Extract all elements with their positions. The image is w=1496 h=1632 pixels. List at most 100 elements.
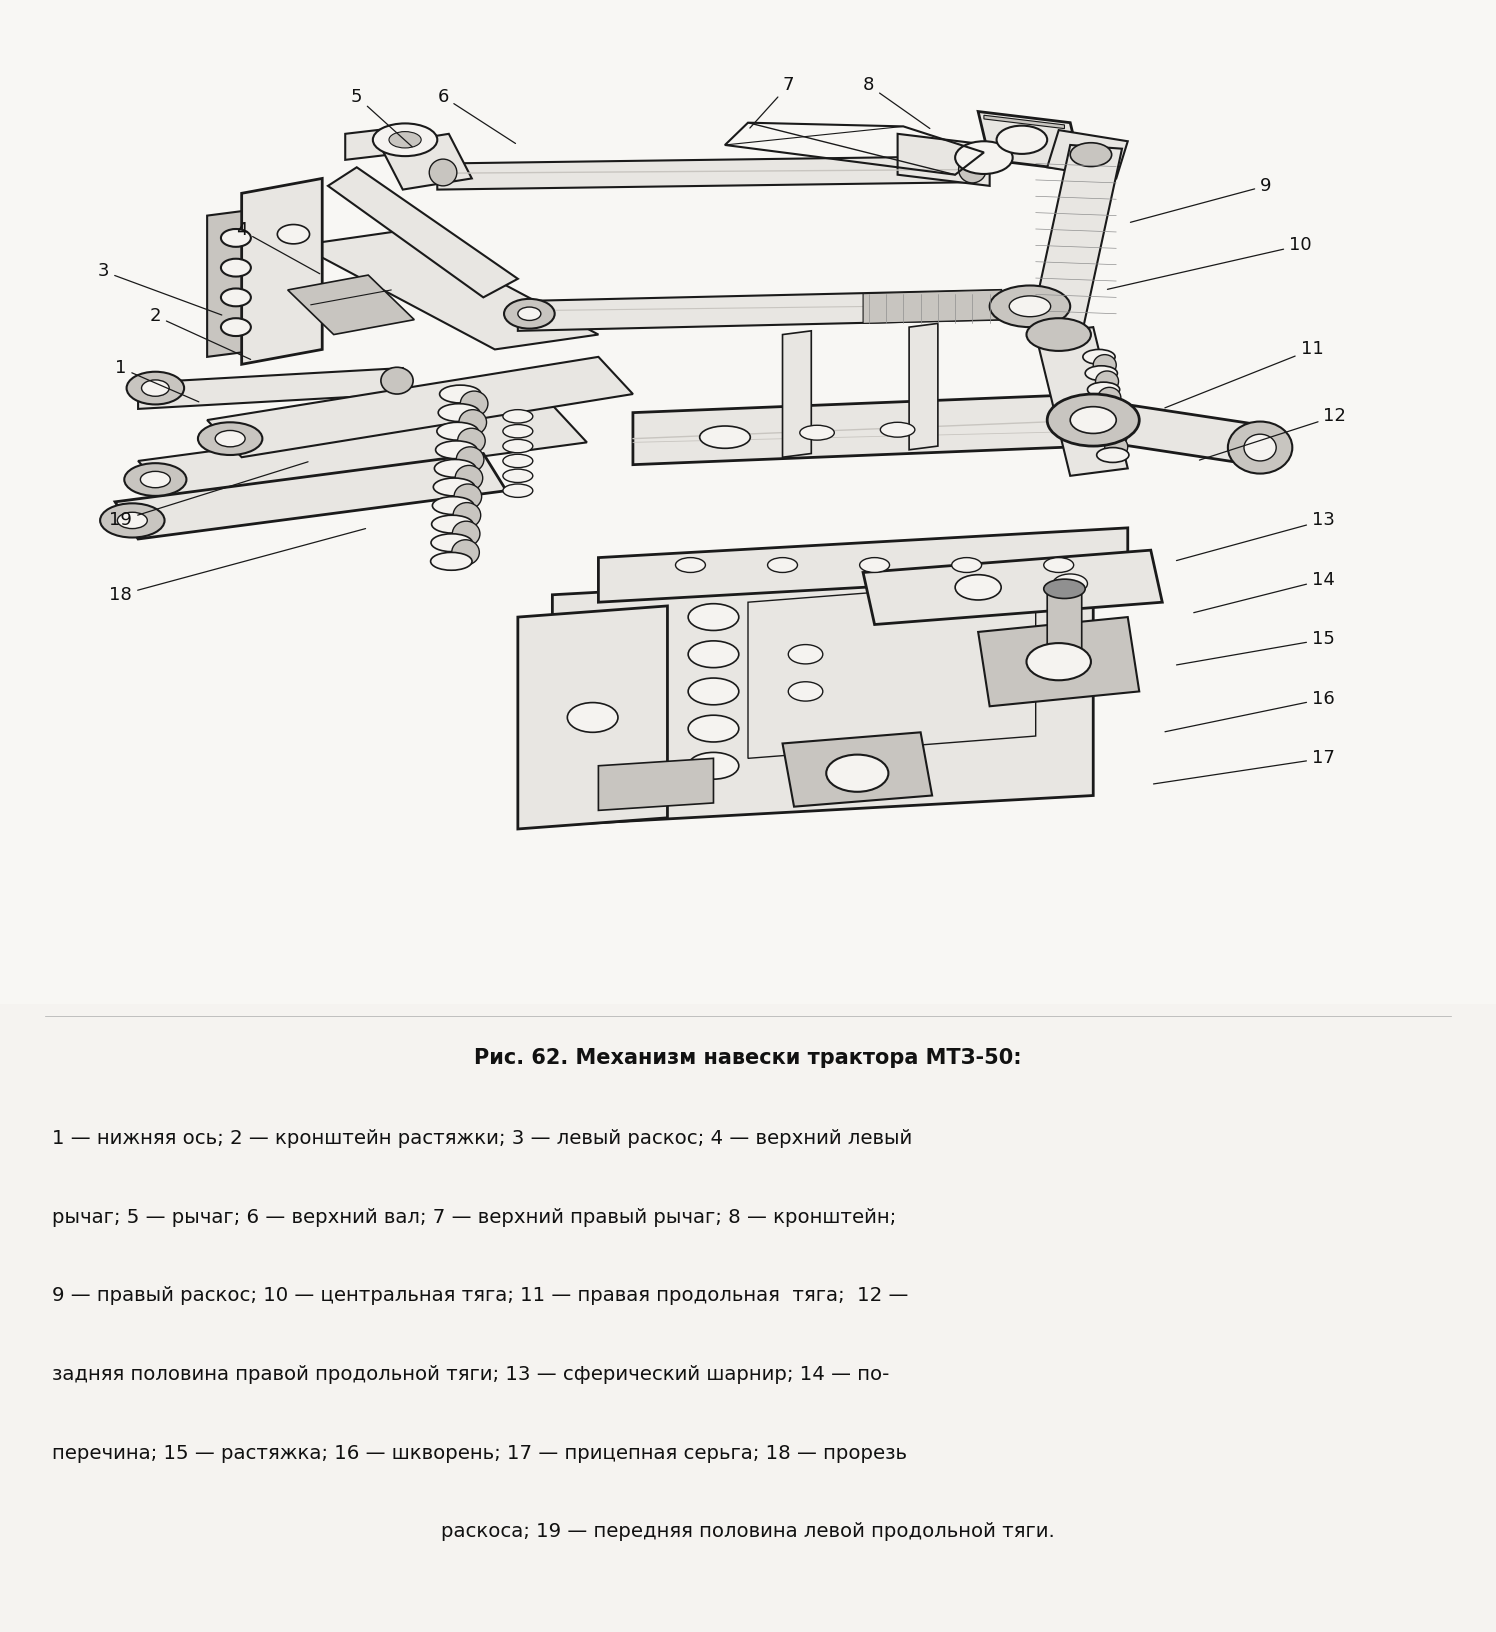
Ellipse shape: [1026, 643, 1091, 681]
Ellipse shape: [1092, 415, 1125, 429]
Ellipse shape: [127, 372, 184, 405]
Ellipse shape: [504, 299, 555, 328]
Ellipse shape: [954, 574, 1001, 601]
Text: рычаг; 5 — рычаг; 6 — верхний вал; 7 — верхний правый рычаг; 8 — кронштейн;: рычаг; 5 — рычаг; 6 — верхний вал; 7 — в…: [52, 1208, 896, 1227]
Ellipse shape: [458, 428, 485, 454]
Ellipse shape: [142, 380, 169, 397]
Ellipse shape: [880, 423, 916, 437]
Ellipse shape: [1070, 142, 1112, 166]
Ellipse shape: [461, 392, 488, 416]
Ellipse shape: [221, 228, 251, 246]
Polygon shape: [782, 733, 932, 806]
Ellipse shape: [688, 641, 739, 667]
Ellipse shape: [437, 423, 479, 441]
Text: 11: 11: [1165, 341, 1324, 408]
Text: 3: 3: [97, 263, 221, 315]
Ellipse shape: [455, 465, 483, 491]
Polygon shape: [1029, 145, 1122, 335]
Polygon shape: [978, 111, 1082, 171]
Polygon shape: [242, 178, 322, 364]
Text: 14: 14: [1194, 571, 1334, 612]
Ellipse shape: [788, 645, 823, 664]
Text: 10: 10: [1107, 237, 1312, 289]
Ellipse shape: [826, 754, 889, 792]
Ellipse shape: [700, 426, 751, 449]
Text: 13: 13: [1176, 511, 1334, 560]
Polygon shape: [984, 116, 1065, 129]
Ellipse shape: [100, 503, 165, 537]
Ellipse shape: [788, 682, 823, 702]
Ellipse shape: [688, 677, 739, 705]
Ellipse shape: [1085, 366, 1118, 380]
Polygon shape: [978, 617, 1140, 707]
Ellipse shape: [432, 516, 473, 534]
Ellipse shape: [1083, 349, 1115, 364]
Ellipse shape: [432, 496, 474, 514]
Ellipse shape: [503, 439, 533, 452]
Polygon shape: [782, 331, 811, 457]
Text: 2: 2: [150, 307, 251, 359]
Ellipse shape: [518, 307, 542, 320]
Ellipse shape: [438, 403, 480, 421]
Ellipse shape: [860, 558, 890, 573]
Ellipse shape: [1098, 387, 1121, 408]
Text: 9 — правый раскос; 10 — центральная тяга; 11 — правая продольная  тяга;  12 —: 9 — правый раскос; 10 — центральная тяга…: [52, 1286, 908, 1306]
Ellipse shape: [503, 424, 533, 437]
Ellipse shape: [503, 468, 533, 483]
Text: перечина; 15 — растяжка; 16 — шкворень; 17 — прицепная серьга; 18 — прорезь: перечина; 15 — растяжка; 16 — шкворень; …: [52, 1443, 908, 1462]
Ellipse shape: [567, 702, 618, 733]
Ellipse shape: [429, 158, 456, 186]
Ellipse shape: [221, 318, 251, 336]
Ellipse shape: [688, 715, 739, 743]
Polygon shape: [518, 290, 1001, 331]
Ellipse shape: [996, 126, 1047, 153]
Ellipse shape: [767, 558, 797, 573]
Polygon shape: [633, 393, 1094, 465]
Polygon shape: [328, 168, 518, 297]
Ellipse shape: [1089, 398, 1122, 413]
Ellipse shape: [1047, 393, 1140, 446]
Polygon shape: [299, 230, 598, 349]
Ellipse shape: [954, 142, 1013, 175]
Ellipse shape: [381, 367, 413, 393]
Polygon shape: [598, 759, 714, 811]
Ellipse shape: [800, 426, 835, 441]
Polygon shape: [1047, 131, 1128, 178]
Ellipse shape: [1103, 419, 1125, 441]
Polygon shape: [287, 276, 414, 335]
Ellipse shape: [215, 431, 245, 447]
Text: 5: 5: [352, 88, 413, 147]
Ellipse shape: [1095, 370, 1119, 392]
Ellipse shape: [277, 225, 310, 243]
Ellipse shape: [434, 478, 474, 496]
Ellipse shape: [459, 410, 486, 436]
Polygon shape: [346, 126, 408, 160]
Ellipse shape: [373, 124, 437, 157]
Ellipse shape: [1095, 431, 1126, 446]
Text: 9: 9: [1131, 176, 1272, 222]
Polygon shape: [518, 605, 667, 829]
Text: 6: 6: [437, 88, 516, 144]
Ellipse shape: [1010, 295, 1050, 317]
Polygon shape: [1082, 398, 1278, 468]
Text: 7: 7: [749, 77, 794, 127]
Ellipse shape: [141, 472, 171, 488]
Text: раскоса; 19 — передняя половина левой продольной тяги.: раскоса; 19 — передняя половина левой пр…: [441, 1523, 1055, 1541]
Polygon shape: [437, 157, 978, 189]
Text: 4: 4: [236, 222, 320, 274]
Ellipse shape: [1044, 579, 1085, 599]
Ellipse shape: [1053, 574, 1088, 594]
Ellipse shape: [389, 132, 422, 149]
Ellipse shape: [431, 534, 473, 552]
Text: 15: 15: [1176, 630, 1334, 664]
Ellipse shape: [452, 540, 479, 565]
Ellipse shape: [453, 485, 482, 509]
Text: 17: 17: [1153, 749, 1334, 783]
Ellipse shape: [688, 604, 739, 630]
Text: задняя половина правой продольной тяги; 13 — сферический шарнир; 14 — по-: задняя половина правой продольной тяги; …: [52, 1364, 890, 1384]
Ellipse shape: [440, 385, 482, 403]
Ellipse shape: [688, 752, 739, 778]
Ellipse shape: [1044, 558, 1074, 573]
Text: 12: 12: [1200, 408, 1346, 460]
Ellipse shape: [503, 454, 533, 468]
